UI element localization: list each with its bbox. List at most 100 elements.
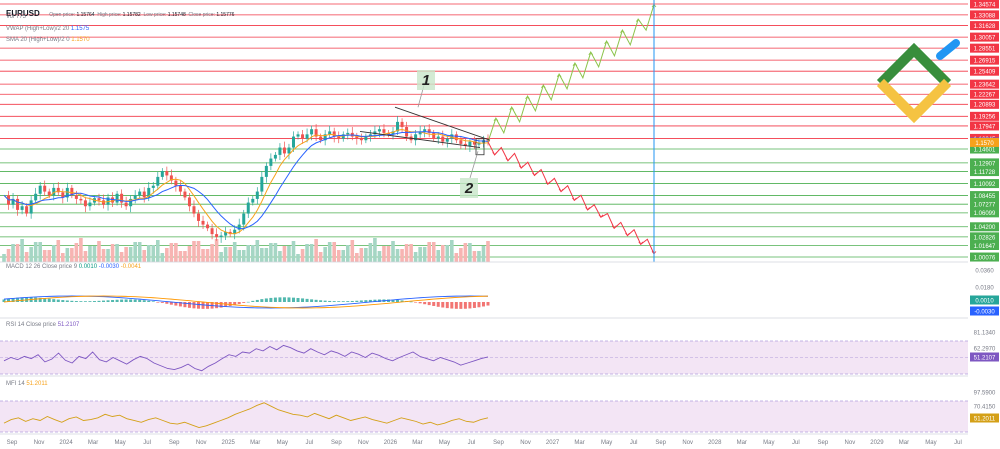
candle-body (396, 121, 400, 132)
time-axis-label: 2028 (708, 440, 722, 446)
macd-histogram-bar (187, 302, 191, 308)
macd-histogram-bar (124, 299, 128, 302)
macd-signal-line (3, 295, 489, 309)
price-level-tag (970, 167, 999, 177)
time-axis-label: Jul (143, 440, 151, 446)
candle-body (178, 185, 182, 192)
candle-body (287, 147, 291, 154)
volume-bar (79, 238, 83, 262)
projection-up-path-arrow (604, 40, 609, 44)
macd-tick-label: 0.0010 (975, 298, 994, 304)
macd-histogram-bar (337, 301, 341, 302)
volume-indicator[interactable]: Vol 775 (6, 14, 26, 20)
time-axis-label: May (925, 440, 936, 446)
macd-histogram-bar (477, 302, 481, 308)
macd-indicator[interactable]: MACD 12 26 Close price 9 0.0010 -0.0030 … (6, 264, 141, 270)
volume-bar (29, 247, 33, 262)
label-1: 1 (422, 72, 430, 89)
price-level-label: 1.30057 (974, 36, 996, 42)
time-axis-label: 2027 (546, 440, 560, 446)
candle-body (278, 147, 282, 155)
price-level-tag (970, 89, 999, 99)
volume-bar (404, 244, 409, 262)
time-axis-label: Mar (88, 440, 98, 446)
price-level-tag (970, 0, 999, 9)
volume-bar (355, 253, 359, 262)
volume-bar (187, 246, 192, 262)
open-label: Open price: (49, 12, 76, 18)
macd-histogram-bar (463, 302, 467, 309)
volume-bar (400, 249, 404, 262)
price-level-label: 1.19256 (974, 115, 996, 121)
price-level-label: 1.25409 (974, 70, 996, 76)
volume-bar (61, 253, 65, 262)
candle-body (314, 129, 318, 137)
candle-body (341, 134, 345, 139)
mfi-tick-label: 51.2011 (974, 416, 996, 422)
candle-body (255, 191, 259, 199)
mfi-indicator[interactable]: MFI 14 51.2011 (6, 381, 48, 387)
candle-body (377, 129, 381, 132)
candle-body (373, 131, 377, 135)
macd-histogram-bar (242, 302, 246, 303)
volume-bar (486, 241, 490, 262)
sma-line (3, 128, 489, 235)
sma-indicator[interactable]: SMA 20 (High+Low)/2 0 1.1570 (6, 37, 90, 43)
price-level-tag (970, 21, 999, 31)
volume-bar (110, 244, 115, 262)
volume-bar (70, 248, 74, 262)
macd-histogram-bar (436, 302, 440, 307)
mfi-tick-label: 97.5900 (974, 390, 996, 396)
time-axis-label: Nov (196, 440, 207, 446)
candle-body (20, 206, 24, 210)
candle-body (382, 129, 386, 133)
projection-down-path-arrow (611, 225, 617, 229)
volume-bar (196, 241, 201, 262)
price-level-tag (970, 111, 999, 121)
candle-body (423, 129, 427, 132)
candle-body (427, 129, 431, 133)
price-level-label: 1.11728 (974, 170, 996, 176)
macd-histogram-bar (282, 297, 286, 302)
candle-body (242, 213, 246, 225)
volume-bar (97, 241, 101, 262)
projection-down-path-arrow (572, 197, 577, 202)
macd-histogram-bar (255, 299, 259, 302)
candle-body (70, 187, 74, 196)
price-axis[interactable]: 1.34574 1.33088 1.31628 1.30057 1.28551 1.269… (968, 0, 1000, 449)
logo-blue-stroke (936, 39, 960, 60)
volume-bar (137, 242, 142, 262)
macd-histogram-bar (83, 301, 87, 302)
macd-histogram-bar (142, 300, 146, 302)
candle-body (264, 165, 268, 177)
price-level-label: 1.08455 (974, 194, 996, 200)
projection-down-path-arrow (532, 172, 537, 177)
time-axis-label: Sep (7, 440, 18, 446)
candle-body (47, 191, 51, 196)
time-axis[interactable]: Sep Nov 2024 Mar May Jul Sep Nov 2025 Mar May Jul Se… (7, 440, 962, 446)
candle-body (301, 134, 305, 139)
price-level-label: 1.33088 (974, 13, 996, 19)
macd-histogram-bar (264, 298, 268, 302)
vwap-indicator[interactable]: VWAP (High+Low)/2 20 1.1575 (6, 26, 89, 32)
macd-histogram-bar (450, 302, 454, 309)
projection-down-path-arrow (505, 158, 511, 162)
macd-histogram-bar (197, 302, 201, 309)
candle-body (454, 134, 458, 141)
symbol-name[interactable]: EURUSD (6, 9, 40, 18)
volume-bar (88, 246, 92, 262)
volume-bar (395, 249, 400, 262)
macd-histogram-bar (269, 297, 273, 302)
volume-bar (269, 243, 273, 262)
volume-bar (450, 240, 454, 262)
rsi-indicator[interactable]: RSI 14 Close price 51.2107 (6, 322, 79, 328)
projection-down-path-arrow (585, 207, 590, 211)
macd-histogram-bar (92, 301, 96, 302)
volume-bar (51, 245, 56, 262)
macd-histogram-bar (328, 300, 332, 302)
price-level-tag (970, 79, 999, 89)
candle-body (115, 193, 119, 203)
rsi-line (3, 344, 489, 372)
moving-averages (3, 128, 489, 235)
